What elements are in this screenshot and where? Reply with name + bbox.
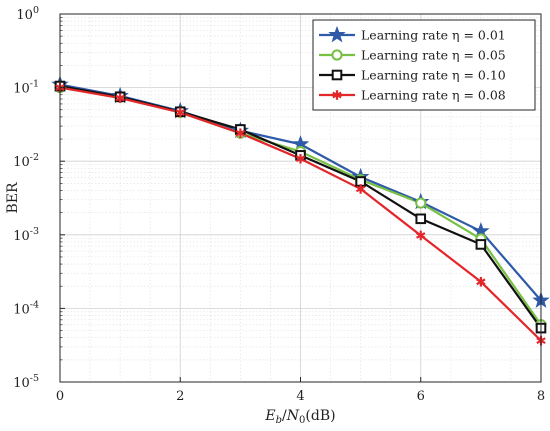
data-point-series-4 (416, 230, 426, 241)
legend-item: Learning rate η = 0.10 (319, 68, 506, 83)
legend-marker (331, 69, 343, 81)
legend-item: Learning rate η = 0.08 (319, 88, 506, 103)
legend-marker (332, 90, 342, 100)
legend-marker (331, 49, 343, 61)
data-point-series-2 (415, 197, 427, 209)
y-tick-label: 10-5 (13, 373, 39, 391)
x-tick-label: 4 (296, 389, 304, 404)
y-tick-label: 10-3 (13, 226, 39, 244)
y-tick-label: 10-4 (13, 299, 39, 317)
x-tick-label: 2 (176, 389, 184, 404)
data-point-series-4 (235, 128, 246, 139)
legend: Learning rate η = 0.01 Learning rate η = … (312, 19, 536, 111)
y-axis-label: BER (5, 182, 21, 214)
data-point-series-3 (415, 213, 427, 225)
y-tick-label: 10-2 (13, 152, 39, 170)
legend-label: Learning rate η = 0.10 (361, 68, 506, 83)
x-axis-label: Eb/N0(dB) (264, 408, 335, 426)
x-tick-label: 0 (56, 389, 64, 404)
y-tick-label: 100 (16, 5, 39, 23)
y-tick-label: 10-1 (13, 79, 39, 97)
legend-marker (328, 25, 346, 43)
data-point-series-3 (475, 239, 487, 250)
data-point-series-4 (355, 184, 366, 194)
x-axis-ticks: 0 2 4 6 8 (56, 377, 545, 404)
data-point-series-4 (476, 276, 486, 287)
legend-item: Learning rate η = 0.05 (319, 48, 506, 63)
data-point-series-4 (295, 153, 306, 164)
y-axis-ticks: 10-5 10-4 10-3 10-2 10-1 100 (13, 5, 65, 391)
x-tick-label: 8 (537, 389, 545, 404)
legend-label: Learning rate η = 0.05 (361, 48, 506, 63)
x-tick-label: 6 (417, 389, 425, 404)
legend-item: Learning rate η = 0.01 (319, 25, 506, 43)
data-point-series-4 (175, 107, 185, 118)
data-point-series-4 (115, 93, 125, 103)
legend-label: Learning rate η = 0.01 (361, 28, 506, 43)
legend-label: Learning rate η = 0.08 (361, 88, 506, 103)
